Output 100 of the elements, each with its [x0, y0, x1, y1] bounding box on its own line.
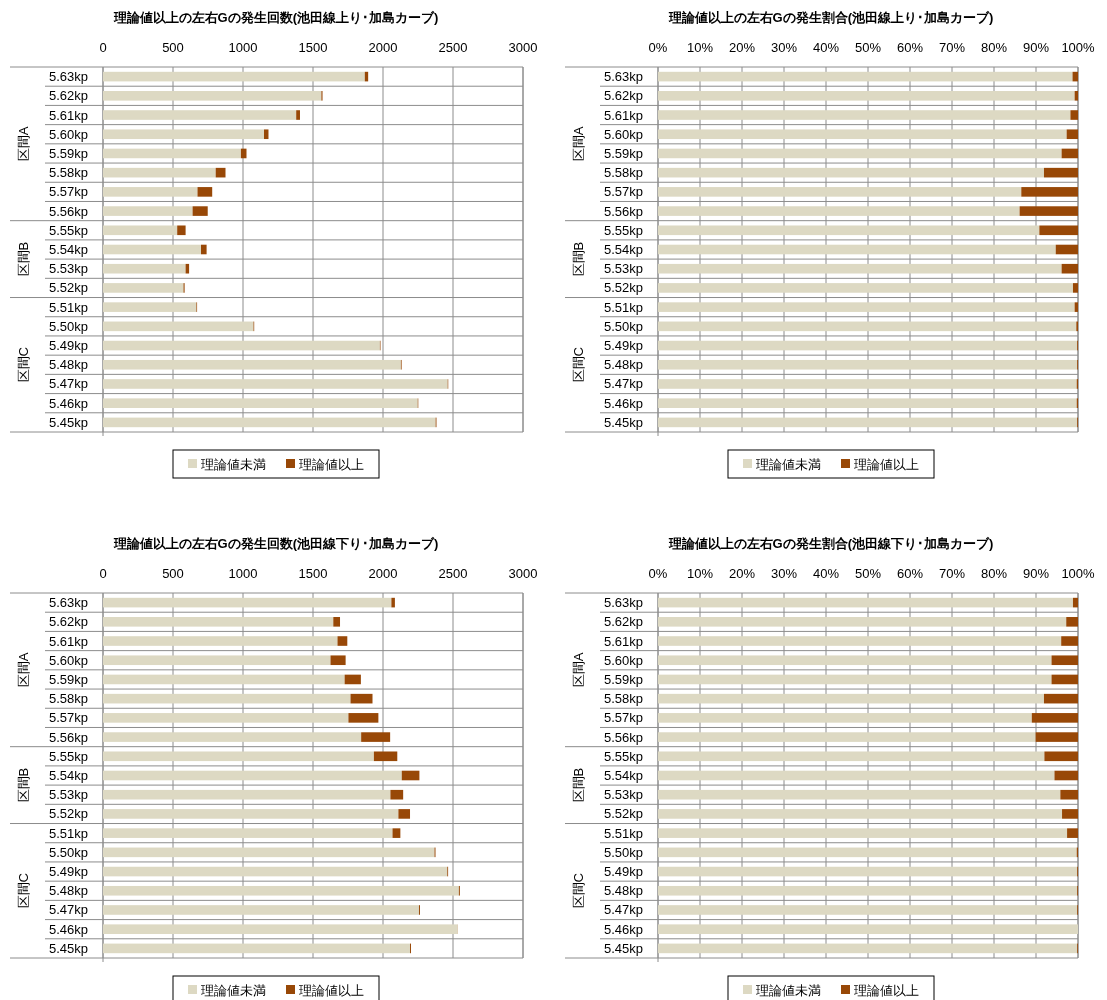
x-tick-label: 30% [770, 566, 798, 581]
text: 区間B [571, 241, 586, 277]
bar [337, 636, 348, 646]
y-tick-label: 5.63kp [603, 69, 643, 85]
y-tick-label: 5.53kp [48, 787, 88, 803]
bar [1043, 167, 1078, 178]
y-tick-label: 5.55kp [603, 748, 643, 764]
bar [103, 263, 186, 274]
bar [658, 321, 1077, 332]
y-tick-label: 5.60kp [603, 126, 643, 142]
bar [658, 187, 1022, 197]
x-tick-label: 2500 [438, 566, 468, 581]
x-tick-label: 40% [812, 566, 840, 581]
bar [1054, 770, 1078, 781]
y-tick-label: 5.47kp [48, 902, 88, 918]
bar [658, 417, 1078, 428]
y-tick-label: 5.54kp [48, 242, 88, 257]
y-tick-label: 5.48kp [48, 357, 88, 373]
y-tick-label: 5.46kp [603, 921, 643, 937]
y-tick-label: 5.63kp [603, 595, 643, 611]
y-tick-label: 5.47kp [603, 902, 643, 918]
bar [1044, 751, 1078, 762]
bar [658, 398, 1077, 408]
legend-label: 理論値未満 [756, 982, 821, 998]
bar [103, 110, 297, 120]
bar [177, 225, 186, 236]
bar [1074, 302, 1078, 312]
bar [1019, 206, 1078, 216]
y-tick-label: 5.51kp [603, 299, 643, 315]
chart-title: 理論値以上の左右Gの発生回数(池田線上り･加島カーブ) [112, 10, 439, 25]
bar [201, 244, 207, 255]
y-tick-label: 5.60kp [48, 126, 88, 142]
bar [1070, 110, 1078, 120]
text: 区間A [571, 126, 586, 162]
bar [658, 713, 1032, 723]
text: 区間C [571, 347, 586, 383]
y-tick-label: 5.53kp [48, 261, 88, 277]
y-tick-label: 5.55kp [48, 222, 88, 238]
text: 区間A [571, 652, 586, 688]
bar [658, 597, 1073, 608]
y-tick-label: 5.45kp [48, 940, 88, 956]
x-tick-label: 50% [854, 566, 882, 581]
x-tick-label: 60% [896, 40, 924, 55]
bar [658, 885, 1078, 896]
bar [344, 674, 361, 685]
y-tick-label: 5.57kp [603, 184, 643, 200]
y-tick-label: 5.57kp [48, 184, 88, 200]
bar [103, 732, 362, 742]
bar [658, 905, 1078, 915]
text: 区間A [16, 652, 31, 688]
bar [658, 71, 1073, 82]
legend-label: 理論値未満 [201, 456, 266, 472]
x-tick-label: 100% [1061, 40, 1096, 55]
y-tick-label: 5.62kp [603, 88, 643, 104]
y-tick-label: 5.63kp [48, 69, 88, 85]
bar [103, 379, 448, 389]
bar [658, 770, 1055, 781]
bar [658, 302, 1075, 312]
y-tick-label: 5.50kp [48, 844, 88, 860]
y-tick-label: 5.59kp [603, 145, 643, 161]
y-tick-label: 5.61kp [603, 633, 643, 649]
bar [401, 770, 420, 781]
bar [103, 321, 254, 332]
legend-label: 理論値未満 [201, 982, 266, 998]
bar [103, 340, 380, 351]
bar [658, 148, 1062, 159]
bar [1035, 732, 1078, 742]
x-tick-label: 20% [728, 566, 756, 581]
y-tick-label: 5.45kp [48, 414, 88, 430]
y-tick-label: 5.56kp [603, 203, 643, 219]
bar [103, 636, 338, 646]
bar [658, 225, 1040, 236]
bar [103, 129, 264, 140]
bar [103, 244, 201, 255]
bar [330, 655, 346, 666]
bar [658, 636, 1062, 646]
bar [658, 943, 1078, 954]
y-tick-label: 5.54kp [603, 768, 643, 783]
bar [1061, 148, 1078, 159]
bar [103, 283, 184, 293]
bar [1072, 597, 1078, 608]
x-tick-label: 2500 [438, 40, 468, 55]
bar [658, 789, 1061, 800]
text: 区間C [16, 347, 31, 383]
bar [1062, 809, 1078, 819]
bar [103, 789, 391, 800]
bar [103, 225, 178, 236]
bar [103, 655, 331, 666]
x-tick-label: 1500 [298, 40, 328, 55]
bar [103, 905, 419, 915]
y-tick-label: 5.59kp [48, 145, 88, 161]
bar [1072, 283, 1078, 293]
bar [103, 398, 418, 408]
bar [103, 866, 448, 877]
bar [658, 340, 1078, 351]
bar [103, 674, 345, 685]
y-tick-label: 5.54kp [603, 242, 643, 257]
bar [392, 828, 401, 838]
y-tick-label: 5.56kp [48, 729, 88, 745]
bar [373, 751, 398, 762]
